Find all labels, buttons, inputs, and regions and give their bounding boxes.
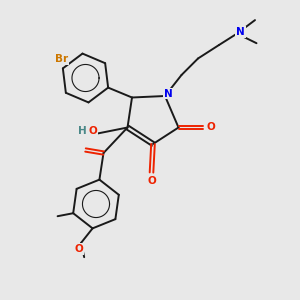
Text: O: O — [206, 122, 215, 132]
Text: H: H — [77, 125, 86, 136]
Text: N: N — [164, 88, 172, 99]
Text: O: O — [74, 244, 83, 254]
Text: N: N — [236, 27, 245, 37]
Text: O: O — [148, 176, 157, 186]
Text: O: O — [88, 125, 98, 136]
Text: Br: Br — [55, 54, 68, 64]
